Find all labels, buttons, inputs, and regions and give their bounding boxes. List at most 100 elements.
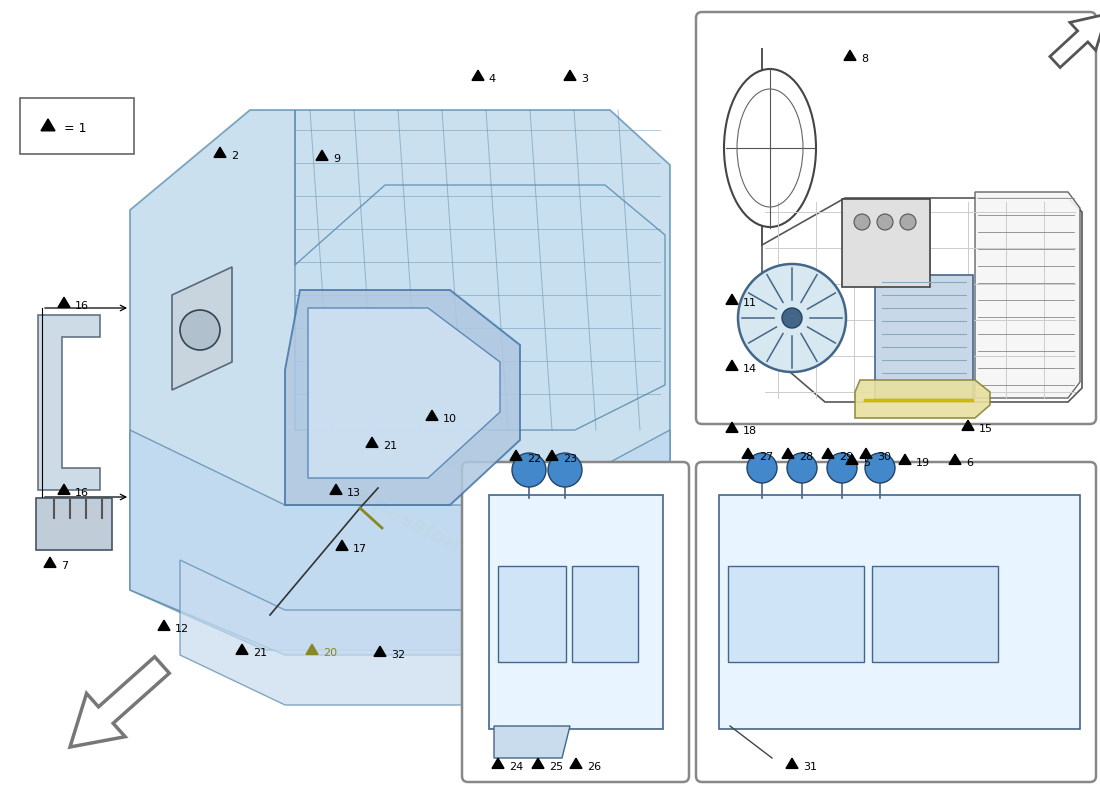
- Text: 13: 13: [346, 488, 361, 498]
- Text: 23: 23: [563, 454, 576, 464]
- FancyBboxPatch shape: [696, 462, 1096, 782]
- Circle shape: [747, 453, 777, 483]
- Polygon shape: [336, 540, 348, 550]
- Polygon shape: [846, 454, 858, 464]
- Text: 11: 11: [742, 298, 757, 308]
- Text: 18: 18: [742, 426, 757, 435]
- Polygon shape: [236, 644, 248, 654]
- Polygon shape: [570, 758, 582, 768]
- Text: 25: 25: [549, 762, 563, 771]
- Polygon shape: [214, 147, 225, 158]
- Polygon shape: [962, 420, 974, 430]
- Text: 4: 4: [488, 74, 496, 84]
- Text: a passion for parts since: a passion for parts since: [349, 484, 631, 646]
- Text: 7: 7: [60, 561, 68, 570]
- Polygon shape: [158, 620, 170, 630]
- Text: 32: 32: [390, 650, 405, 659]
- Polygon shape: [295, 110, 666, 430]
- Circle shape: [900, 214, 916, 230]
- Polygon shape: [742, 448, 754, 458]
- Text: 26: 26: [586, 762, 601, 771]
- Polygon shape: [532, 758, 544, 768]
- Text: 17: 17: [353, 544, 367, 554]
- Circle shape: [854, 214, 870, 230]
- Polygon shape: [130, 110, 670, 650]
- Polygon shape: [308, 308, 501, 478]
- Circle shape: [180, 310, 220, 350]
- Polygon shape: [285, 290, 520, 505]
- Text: 31: 31: [803, 762, 817, 771]
- Polygon shape: [822, 448, 834, 458]
- Circle shape: [782, 308, 802, 328]
- Polygon shape: [726, 294, 738, 304]
- Polygon shape: [58, 484, 70, 494]
- Polygon shape: [366, 437, 378, 447]
- Text: 24: 24: [509, 762, 524, 771]
- Text: 21: 21: [383, 441, 397, 450]
- Text: 2: 2: [231, 150, 238, 161]
- Circle shape: [548, 453, 582, 487]
- FancyArrow shape: [1049, 14, 1100, 67]
- Polygon shape: [494, 726, 570, 758]
- Text: 16: 16: [75, 301, 89, 310]
- Ellipse shape: [724, 69, 816, 227]
- Circle shape: [877, 214, 893, 230]
- FancyBboxPatch shape: [696, 12, 1096, 424]
- FancyArrow shape: [70, 657, 169, 747]
- Circle shape: [512, 453, 546, 487]
- Polygon shape: [564, 70, 576, 80]
- FancyBboxPatch shape: [842, 199, 930, 287]
- Text: eurocarparts: eurocarparts: [421, 434, 659, 556]
- FancyBboxPatch shape: [490, 495, 663, 729]
- Polygon shape: [844, 50, 856, 60]
- Text: 5: 5: [862, 458, 870, 467]
- Polygon shape: [316, 150, 328, 160]
- Polygon shape: [130, 430, 670, 655]
- FancyBboxPatch shape: [728, 566, 864, 662]
- Text: 6: 6: [966, 458, 972, 467]
- Circle shape: [827, 453, 857, 483]
- FancyBboxPatch shape: [36, 498, 112, 550]
- Polygon shape: [510, 450, 522, 460]
- Polygon shape: [786, 758, 798, 768]
- Polygon shape: [472, 70, 484, 80]
- FancyBboxPatch shape: [20, 98, 134, 154]
- Polygon shape: [782, 448, 794, 458]
- Circle shape: [865, 453, 895, 483]
- Polygon shape: [41, 119, 55, 130]
- Polygon shape: [726, 422, 738, 432]
- Text: 30: 30: [877, 451, 891, 462]
- Polygon shape: [860, 448, 872, 458]
- Polygon shape: [306, 644, 318, 654]
- FancyBboxPatch shape: [498, 566, 566, 662]
- Polygon shape: [426, 410, 438, 421]
- Polygon shape: [762, 48, 1082, 402]
- Text: = 1: = 1: [64, 122, 87, 134]
- Polygon shape: [172, 267, 232, 390]
- Polygon shape: [492, 758, 504, 768]
- Text: 29: 29: [839, 451, 854, 462]
- Polygon shape: [330, 484, 342, 494]
- Text: 12: 12: [175, 624, 189, 634]
- Polygon shape: [855, 380, 990, 418]
- Polygon shape: [44, 558, 56, 567]
- Polygon shape: [949, 454, 961, 464]
- Circle shape: [786, 453, 817, 483]
- Polygon shape: [180, 540, 670, 705]
- Polygon shape: [39, 315, 100, 490]
- Text: 28: 28: [799, 451, 813, 462]
- Polygon shape: [546, 450, 558, 460]
- Text: 10: 10: [443, 414, 456, 424]
- Text: 16: 16: [75, 488, 89, 498]
- Polygon shape: [975, 192, 1080, 398]
- FancyBboxPatch shape: [719, 495, 1080, 729]
- Text: 3: 3: [581, 74, 587, 84]
- Text: 20: 20: [322, 648, 337, 658]
- Polygon shape: [58, 297, 70, 307]
- Text: 22: 22: [527, 454, 541, 464]
- Text: 27: 27: [759, 451, 773, 462]
- Circle shape: [738, 264, 846, 372]
- Text: 15: 15: [979, 424, 993, 434]
- Polygon shape: [374, 646, 386, 656]
- FancyBboxPatch shape: [872, 566, 998, 662]
